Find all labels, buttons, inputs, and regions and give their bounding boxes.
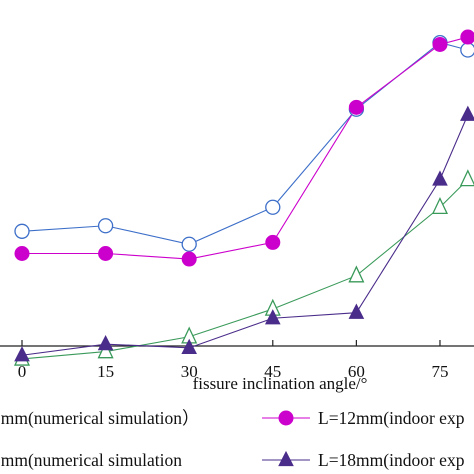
legend-marker [278, 450, 294, 467]
series-line [22, 36, 468, 260]
series-line [21, 114, 469, 356]
data-point [181, 338, 198, 354]
data-point [460, 29, 474, 45]
legend-label: 2mm(numerical simulation） [0, 408, 200, 428]
data-point [348, 303, 365, 319]
data-point [432, 36, 448, 52]
data-point [432, 170, 448, 186]
x-tick-label: 30 [181, 362, 198, 381]
series-line [21, 179, 469, 360]
data-point [265, 199, 281, 215]
legend-label: 3mm(numerical simulation [0, 450, 182, 470]
data-point [348, 265, 365, 283]
data-point [98, 246, 114, 261]
legend-label: L=12mm(indoor exp [318, 408, 465, 428]
series-line [21, 41, 468, 245]
data-point [181, 251, 197, 267]
legend-label: L=18mm(indoor exp [318, 450, 465, 470]
x-tick-label: 45 [264, 362, 281, 381]
data-point [265, 234, 281, 250]
data-point [181, 236, 197, 252]
data-point [460, 105, 474, 121]
series-lines [21, 36, 469, 360]
data-point [460, 42, 474, 58]
data-point [431, 196, 448, 215]
legend: 2mm(numerical simulation） L=12mm(indoor e… [0, 408, 465, 470]
data-point [97, 335, 114, 351]
data-point [14, 346, 30, 362]
x-tick-label: 75 [431, 362, 448, 381]
data-point [97, 218, 114, 234]
x-tick-label: 15 [97, 362, 114, 381]
data-point [348, 99, 364, 115]
series-markers [13, 29, 474, 366]
data-point [14, 223, 30, 239]
x-axis-title: fissure inclination angle/° [193, 374, 368, 393]
x-axis: 0 15 30 45 60 75 fissure inclination angle/° [0, 340, 474, 393]
x-tick-label: 60 [348, 362, 365, 381]
x-tick-label: 0 [18, 362, 27, 381]
data-point [459, 169, 474, 187]
data-point [14, 246, 30, 261]
data-point [264, 309, 281, 325]
legend-marker [278, 410, 294, 426]
